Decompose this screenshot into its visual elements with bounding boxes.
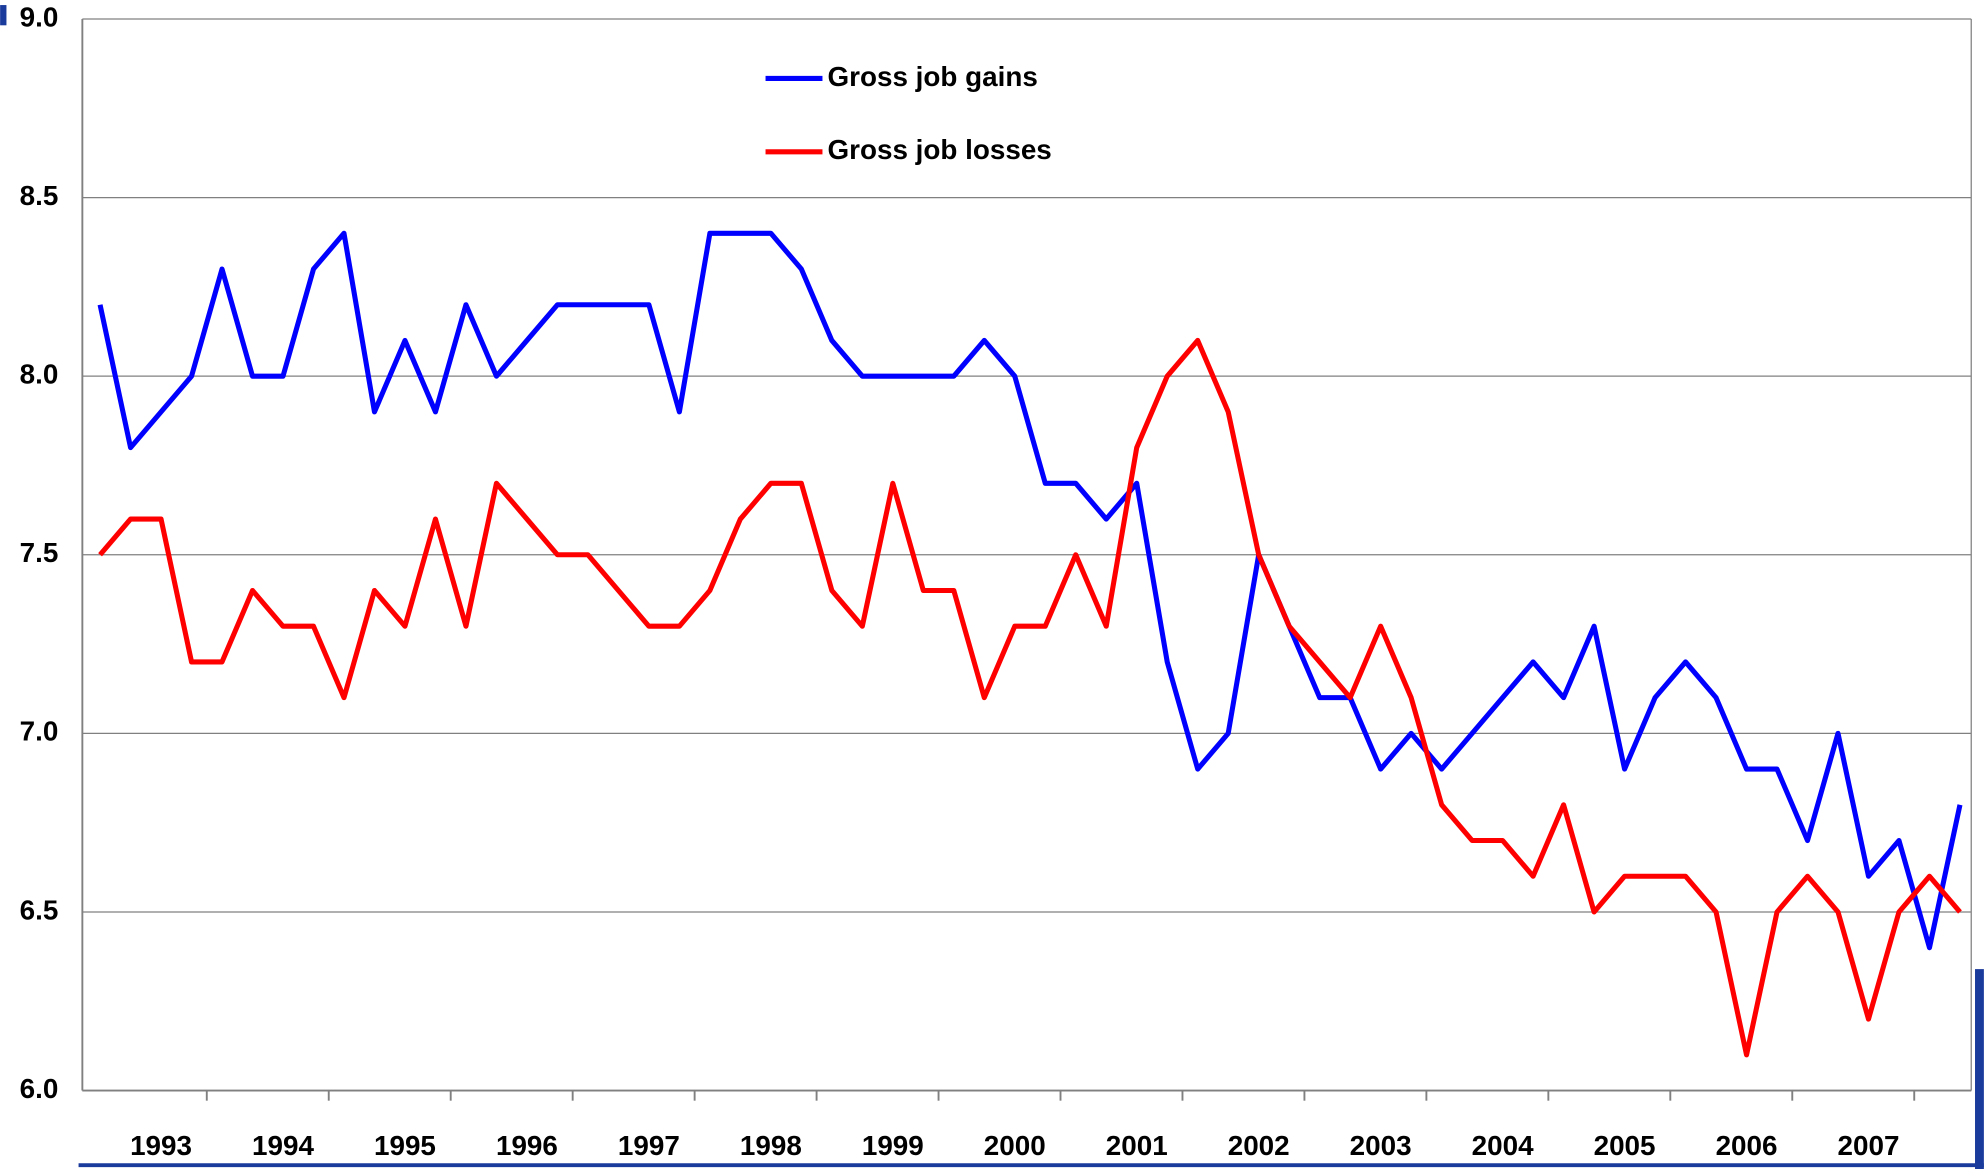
x-tick-label: 1999 xyxy=(862,1130,924,1161)
y-tick-label: 8.0 xyxy=(20,359,59,390)
y-tick-label: 8.5 xyxy=(20,180,59,211)
y-tick-label: 6.5 xyxy=(20,894,59,925)
x-tick-label: 1995 xyxy=(374,1130,436,1161)
x-tick-label: 1994 xyxy=(252,1130,314,1161)
decoration xyxy=(1975,969,1984,1169)
x-tick-label: 1997 xyxy=(618,1130,680,1161)
x-tick-label: 2002 xyxy=(1228,1130,1290,1161)
x-tick-label: 2001 xyxy=(1106,1130,1168,1161)
x-tick-label: 2007 xyxy=(1838,1130,1900,1161)
series-line xyxy=(98,337,1962,1058)
legend-label: Gross job gains xyxy=(828,61,1038,92)
x-tick-label: 2006 xyxy=(1716,1130,1778,1161)
decoration xyxy=(0,5,7,26)
x-tick-label: 1996 xyxy=(496,1130,558,1161)
y-tick-label: 9.0 xyxy=(20,1,59,32)
x-tick-label: 2004 xyxy=(1472,1130,1534,1161)
x-tick-label: 1998 xyxy=(740,1130,802,1161)
x-tick-label: 2003 xyxy=(1350,1130,1412,1161)
x-tick-label: 2005 xyxy=(1594,1130,1656,1161)
series-line xyxy=(97,230,1963,951)
y-tick-label: 6.0 xyxy=(20,1073,59,1104)
legend-label: Gross job losses xyxy=(828,134,1052,165)
x-tick-label: 2000 xyxy=(984,1130,1046,1161)
x-tick-label: 1993 xyxy=(130,1130,192,1161)
y-tick-label: 7.5 xyxy=(20,537,59,568)
y-tick-label: 7.0 xyxy=(20,716,59,747)
